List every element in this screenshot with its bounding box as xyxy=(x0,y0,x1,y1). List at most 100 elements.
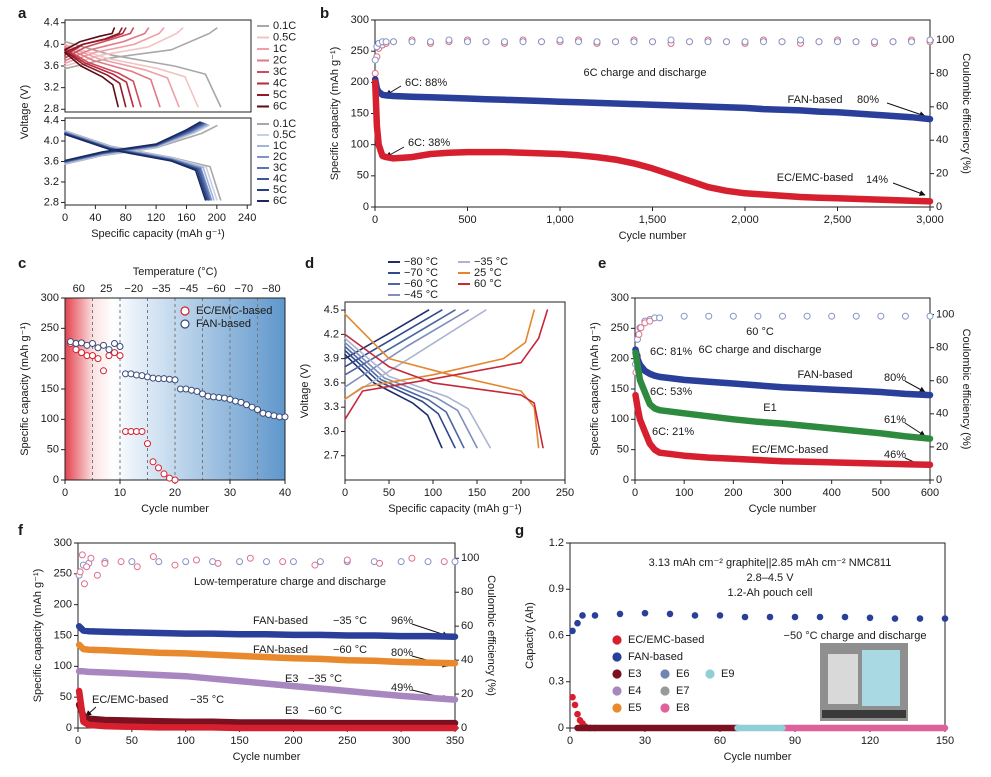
open-point xyxy=(852,312,860,320)
legend-label: E8 xyxy=(676,702,689,714)
y-tick-label: 200 xyxy=(611,353,629,365)
open-point xyxy=(877,312,885,320)
open-point xyxy=(316,558,324,566)
annotation: 96% xyxy=(391,615,413,627)
x-tick-label: 80 xyxy=(120,212,132,224)
legend-swatch xyxy=(612,635,622,645)
y-tick-label: 250 xyxy=(611,322,629,334)
series-line xyxy=(64,124,222,201)
open-point xyxy=(424,558,432,566)
open-point xyxy=(149,553,157,561)
x-tick-label: 50 xyxy=(126,735,138,747)
series-line xyxy=(344,309,491,449)
y-tick-label: 2.7 xyxy=(324,450,339,462)
y-tick-label: 1.2 xyxy=(549,537,564,549)
open-point xyxy=(464,38,471,46)
x-tick-label: 3,000 xyxy=(916,214,944,226)
series-band xyxy=(371,75,934,123)
y-tick-label: 3.2 xyxy=(44,82,59,94)
open-point xyxy=(741,38,749,46)
y-tick-label: 250 xyxy=(41,322,59,334)
y2-tick-label: 40 xyxy=(461,654,473,666)
legend-swatch xyxy=(660,686,670,696)
x-tick-label: 100 xyxy=(424,487,442,499)
open-point xyxy=(111,340,118,347)
y2-axis-label: Coulombic efficiency (%) xyxy=(485,575,497,696)
x-tick-label: 350 xyxy=(446,735,464,747)
open-point xyxy=(778,38,786,46)
legend-label: 0.1C xyxy=(273,20,296,32)
y-tick-label: 50 xyxy=(357,170,369,182)
y2-tick-label: 60 xyxy=(936,101,948,113)
y-tick-label: 0.9 xyxy=(549,583,564,595)
y-tick-label: 250 xyxy=(351,45,369,57)
annotation: E3 xyxy=(285,705,298,717)
series-line xyxy=(64,27,135,108)
y-tick-label: 150 xyxy=(351,107,369,119)
legend-label: E4 xyxy=(628,685,641,697)
open-point xyxy=(105,352,113,360)
y-tick-label: 0 xyxy=(363,201,369,213)
open-point xyxy=(723,38,730,46)
top-tick-label: −80 xyxy=(262,283,281,295)
y-tick-label: 0 xyxy=(623,474,629,486)
open-point xyxy=(93,571,101,579)
open-point xyxy=(182,385,190,393)
open-point xyxy=(803,312,811,320)
annotation: 2.8–4.5 V xyxy=(746,572,794,584)
open-point xyxy=(171,376,179,384)
open-point xyxy=(89,340,96,347)
annotation: 6C: 21% xyxy=(652,426,694,438)
open-point xyxy=(246,554,254,562)
open-point xyxy=(680,312,688,320)
panel-label: g xyxy=(515,522,524,539)
series-line xyxy=(344,309,478,449)
annotation: 80% xyxy=(391,647,413,659)
y-tick-label: 3.2 xyxy=(44,176,59,188)
y2-tick-label: 20 xyxy=(936,168,948,180)
open-point xyxy=(117,558,125,566)
y-axis-label: Capacity (Ah) xyxy=(524,602,536,669)
legend-label: E3 xyxy=(628,668,641,680)
open-point xyxy=(236,558,244,566)
y-tick-label: 300 xyxy=(611,292,629,304)
open-point xyxy=(259,409,267,417)
y-tick-label: 3.0 xyxy=(324,425,339,437)
open-point xyxy=(908,38,915,46)
x-tick-label: 150 xyxy=(936,735,954,747)
annotation: 6C: 53% xyxy=(650,386,692,398)
legend-label: EC/EMC-based xyxy=(628,634,704,646)
top-tick-label: −70 xyxy=(234,283,253,295)
open-point xyxy=(111,349,118,357)
x-tick-label: 1,500 xyxy=(639,214,667,226)
open-point xyxy=(94,355,102,363)
y-axis-label: Voltage (V) xyxy=(19,85,31,139)
legend-label: 3C xyxy=(273,162,287,174)
x-tick-label: 50 xyxy=(383,487,395,499)
x-tick-label: 200 xyxy=(724,487,742,499)
x-tick-label: 400 xyxy=(822,487,840,499)
top-tick-label: 25 xyxy=(100,283,112,295)
open-point xyxy=(89,352,96,360)
x-tick-label: 40 xyxy=(89,212,101,224)
series-line xyxy=(64,27,119,108)
series-line xyxy=(344,309,443,449)
legend-label: E6 xyxy=(676,668,689,680)
point xyxy=(569,627,576,635)
y-tick-label: 3.3 xyxy=(324,401,339,413)
legend-label: −35 °C xyxy=(474,256,508,268)
y-tick-label: 100 xyxy=(351,139,369,151)
x-tick-label: 150 xyxy=(468,487,486,499)
x-axis-label: Specific capacity (mAh g⁻¹) xyxy=(91,228,225,240)
annotation: 6C charge and discharge xyxy=(584,67,707,79)
series-line xyxy=(64,27,127,108)
legend-label: EC/EMC-based xyxy=(196,305,272,317)
x-tick-label: 240 xyxy=(238,212,256,224)
open-point xyxy=(451,558,459,566)
open-point xyxy=(155,464,162,472)
ruler xyxy=(822,710,906,718)
open-point xyxy=(311,561,319,569)
y2-tick-label: 0 xyxy=(461,722,467,734)
open-point xyxy=(612,38,619,46)
annotation: 49% xyxy=(391,682,413,694)
